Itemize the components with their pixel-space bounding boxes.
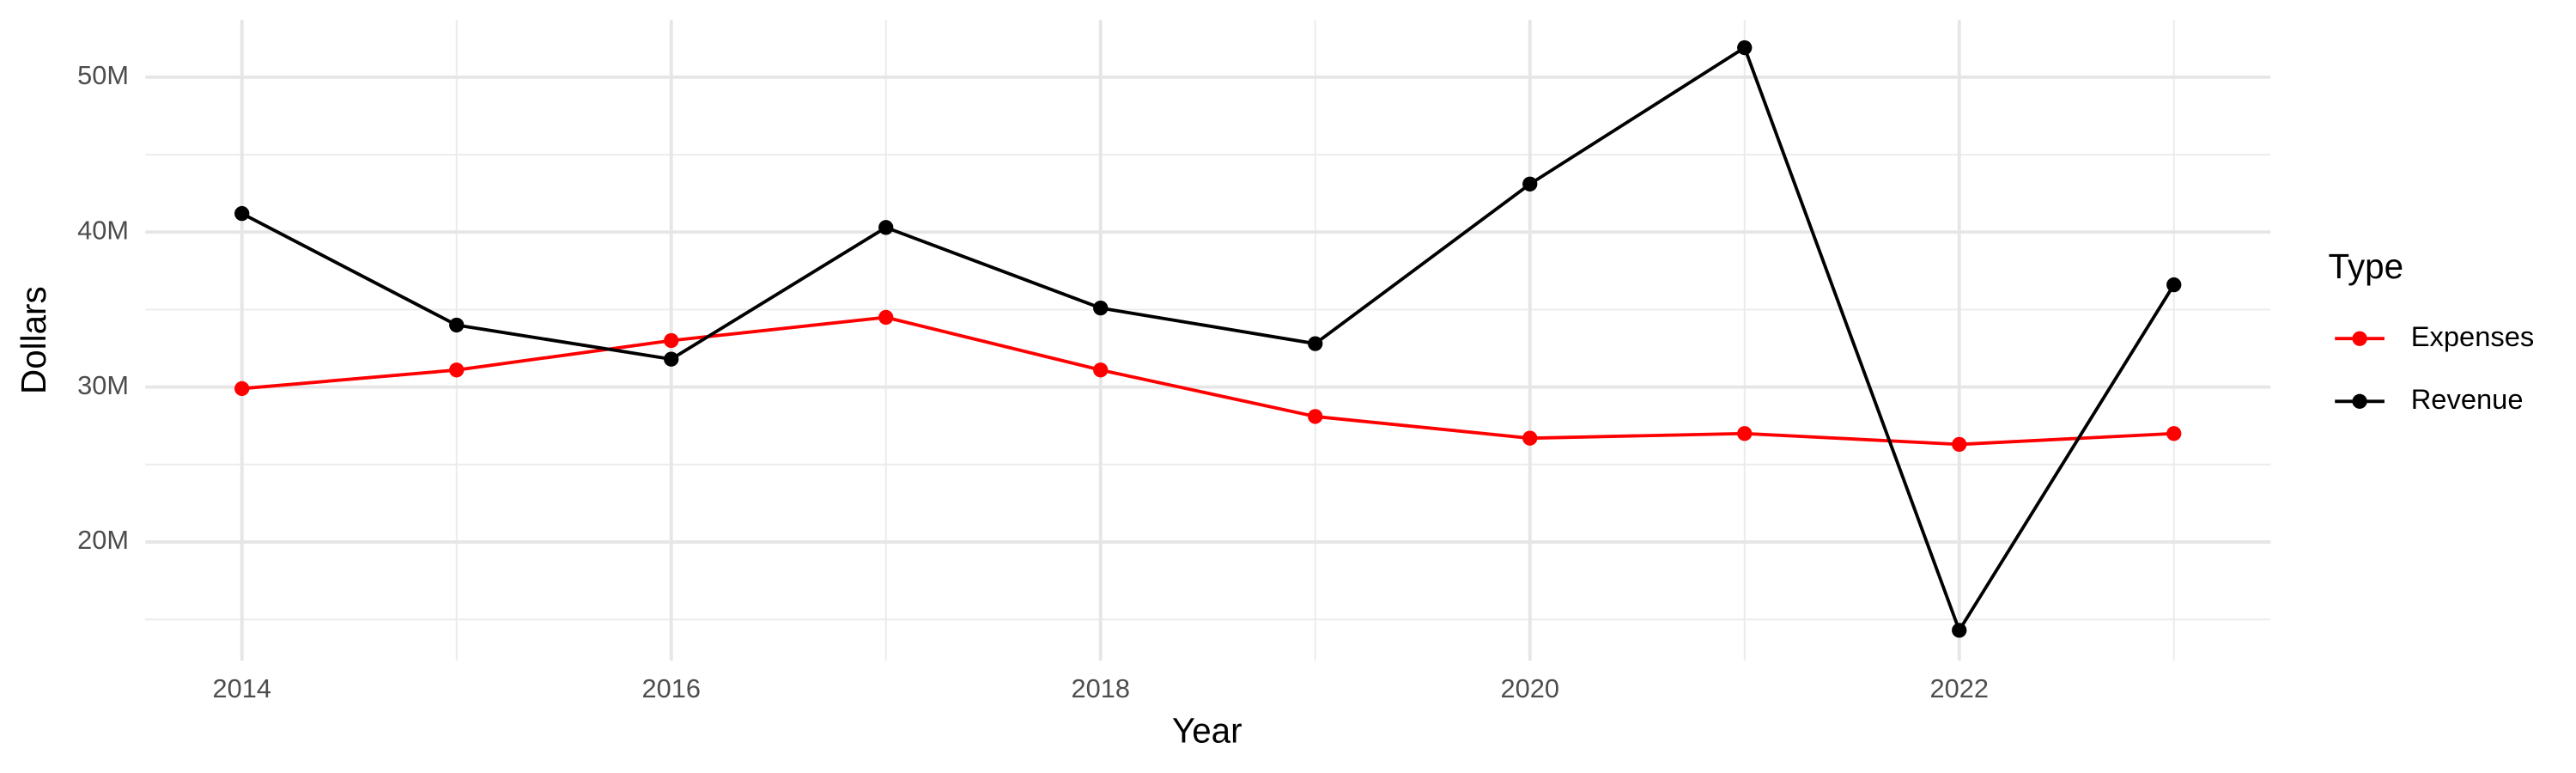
x-tick-label: 2014 — [213, 673, 271, 703]
data-point — [1522, 176, 1538, 192]
data-point — [878, 309, 894, 326]
y-tick-label: 30M — [77, 370, 129, 400]
data-point — [664, 351, 679, 367]
data-point — [449, 362, 465, 378]
data-point — [2166, 426, 2182, 441]
y-tick-label: 20M — [77, 525, 129, 555]
data-point — [1737, 40, 1753, 56]
data-point — [664, 332, 679, 349]
series-line — [241, 315, 2174, 447]
x-axis-title: Year — [1172, 711, 1242, 751]
data-point — [1093, 300, 1109, 316]
data-point — [878, 220, 894, 235]
data-point — [234, 205, 250, 222]
x-tick-label: 2016 — [642, 673, 701, 703]
legend-marker — [2352, 331, 2367, 346]
data-point — [449, 317, 465, 333]
series-line — [240, 45, 2176, 635]
data-point — [1952, 623, 1967, 638]
data-point — [1308, 336, 1323, 351]
data-point — [1737, 426, 1753, 441]
data-point — [1522, 430, 1538, 446]
data-point — [1952, 436, 1967, 453]
legend-title: Type — [2329, 247, 2404, 286]
y-axis-title: Dollars — [14, 286, 53, 394]
x-tick-label: 2022 — [1930, 673, 1989, 703]
legend-label: Revenue — [2411, 383, 2524, 415]
legend-label: Expenses — [2411, 320, 2535, 352]
data-point — [2166, 277, 2182, 293]
x-tick-label: 2018 — [1072, 673, 1130, 703]
y-tick-label: 50M — [77, 60, 129, 90]
x-tick-label: 2020 — [1501, 673, 1559, 703]
y-tick-label: 40M — [77, 215, 129, 245]
data-point — [1093, 362, 1109, 378]
data-point — [234, 380, 250, 397]
legend-marker — [2352, 393, 2367, 409]
data-point — [1308, 409, 1323, 424]
